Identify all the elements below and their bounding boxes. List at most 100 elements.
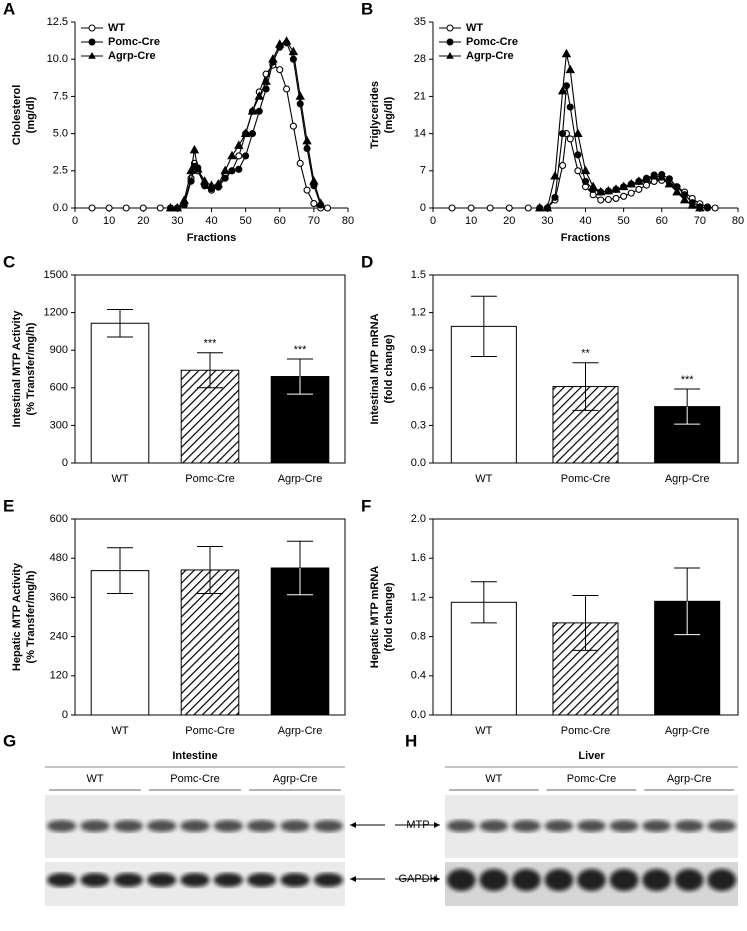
blot-title: Liver [578, 750, 605, 762]
y-axis-label: Hepatic MTP Activity [11, 562, 23, 671]
y-axis-label: Hepatic MTP mRNA [369, 566, 381, 669]
legend-label: Agrp-Cre [108, 50, 156, 62]
marker [122, 204, 130, 212]
y-tick-label: 35 [414, 16, 426, 28]
y-tick-label: 480 [50, 552, 68, 564]
x-tick-label: 0 [72, 215, 78, 227]
panel-letter: A [3, 0, 15, 18]
y-axis-label: (mg/dl) [383, 96, 395, 133]
marker [612, 194, 620, 202]
y-tick-label: 1.6 [411, 552, 426, 564]
y-axis-label: (% Transfer/mg/h) [25, 322, 37, 415]
x-tick-label: 70 [308, 215, 320, 227]
blot-band [707, 820, 737, 832]
blot-band [446, 869, 476, 891]
blot-band [180, 820, 210, 832]
y-tick-label: 0.0 [411, 709, 426, 721]
marker [448, 204, 456, 212]
blot-band [313, 820, 344, 832]
y-axis-label: (fold change) [383, 334, 395, 403]
y-tick-label: 0 [62, 457, 68, 469]
legend-marker [446, 38, 454, 46]
error-bar [470, 581, 497, 624]
marker [295, 91, 305, 100]
x-tick-label: 40 [205, 215, 217, 227]
marker [664, 178, 675, 188]
marker [255, 107, 263, 115]
x-tick-label: Agrp-Cre [665, 473, 710, 485]
x-tick-label: Pomc-Cre [185, 725, 235, 737]
panel-letter: F [361, 496, 371, 515]
error-bar [107, 308, 133, 338]
marker [221, 174, 229, 182]
marker [524, 204, 532, 212]
x-tick-label: 40 [579, 215, 591, 227]
marker [248, 130, 256, 138]
marker [565, 64, 575, 74]
marker [165, 202, 176, 212]
marker [179, 195, 189, 204]
marker [649, 170, 659, 180]
marker [557, 85, 568, 95]
x-tick-label: Pomc-Cre [185, 473, 235, 485]
y-tick-label: 0.9 [411, 344, 426, 356]
legend-label: Agrp-Cre [466, 50, 514, 62]
marker [283, 85, 291, 93]
y-tick-label: 300 [50, 419, 68, 431]
marker [597, 196, 605, 204]
marker [562, 82, 570, 90]
marker [566, 103, 574, 111]
y-tick-label: 5.0 [53, 128, 68, 140]
marker [139, 204, 147, 212]
y-tick-label: 360 [50, 591, 68, 603]
marker [323, 204, 332, 212]
marker [486, 204, 494, 212]
x-tick-label: WT [475, 725, 492, 737]
marker [551, 193, 559, 201]
y-axis-label: Cholesterol [11, 85, 23, 146]
bar [90, 570, 150, 716]
legend-label: WT [108, 22, 125, 34]
y-tick-label: 900 [50, 344, 68, 356]
y-tick-label: 0.4 [411, 670, 426, 682]
x-tick-label: 0 [430, 215, 436, 227]
lane-group-label: Agrp-Cre [273, 773, 318, 785]
marker [550, 170, 560, 180]
marker [627, 189, 635, 197]
marker [172, 202, 183, 212]
arrow-head [434, 876, 440, 882]
marker [235, 152, 243, 160]
marker [542, 202, 553, 212]
marker [213, 179, 224, 188]
y-axis-label: (fold change) [383, 582, 395, 651]
legend-marker [88, 52, 96, 59]
marker [235, 165, 243, 173]
marker [711, 204, 719, 212]
marker [281, 36, 292, 45]
marker [156, 204, 164, 212]
x-tick-label: 60 [274, 215, 286, 227]
marker [240, 128, 251, 137]
marker [559, 161, 567, 170]
y-tick-label: 1.5 [411, 269, 426, 281]
marker [574, 167, 582, 175]
x-tick-label: 80 [342, 215, 354, 227]
marker [193, 164, 203, 173]
blot-band [147, 873, 177, 887]
y-tick-label: 0.8 [411, 631, 426, 643]
x-tick-label: 30 [541, 215, 553, 227]
blot-band [707, 869, 737, 891]
legend-marker [88, 24, 96, 32]
error-bar [287, 540, 313, 596]
x-tick-label: WT [111, 473, 128, 485]
y-tick-label: 2.0 [411, 513, 426, 525]
y-axis-label: (mg/dl) [25, 96, 37, 133]
marker [642, 181, 651, 189]
blot-band [642, 820, 671, 832]
blot-band [113, 820, 143, 832]
marker [206, 180, 217, 190]
error-bar [197, 352, 223, 389]
lane-group-label: Pomc-Cre [567, 773, 617, 785]
y-tick-label: 7 [420, 165, 426, 177]
